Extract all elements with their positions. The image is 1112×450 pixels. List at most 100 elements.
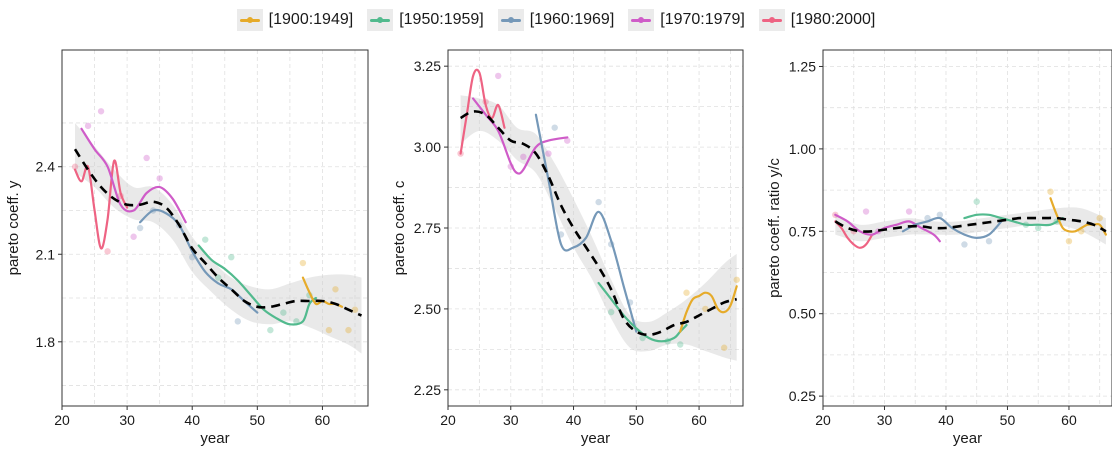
series-line xyxy=(901,216,1003,240)
y-tick-label: 2.50 xyxy=(414,301,441,317)
data-point xyxy=(495,72,502,80)
series-line xyxy=(679,285,738,333)
y-tick-label: 1.8 xyxy=(36,334,56,350)
data-point xyxy=(520,153,527,160)
y-tick-label: 0.25 xyxy=(789,388,816,404)
x-axis-label: year xyxy=(581,430,610,447)
data-point xyxy=(733,276,740,283)
data-point xyxy=(985,237,993,245)
series-line xyxy=(834,213,941,243)
data-point xyxy=(280,309,287,316)
data-point xyxy=(228,253,235,261)
x-tick-label: 60 xyxy=(691,412,707,428)
series-line xyxy=(834,220,874,249)
y-axis-label: pareto coeff. ratio y/c xyxy=(766,158,783,298)
x-tick-label: 30 xyxy=(877,412,893,428)
legend-key-icon xyxy=(758,9,785,31)
y-tick-label: 2.4 xyxy=(36,159,56,175)
chart-legend: [1900:1949] [1950:1959] [1960:1969] [1970:1… xyxy=(0,6,1112,34)
series-line xyxy=(197,244,317,326)
x-tick-label: 40 xyxy=(938,412,954,428)
chart-panel: 20 30 40 50 60 1.8 2.1 2.4 year pareto coeff. y xyxy=(5,49,369,447)
y-tick-label: 0.75 xyxy=(789,223,816,239)
series-line xyxy=(139,208,259,314)
legend-key-icon xyxy=(628,9,655,31)
series-line xyxy=(73,159,129,250)
x-tick-label: 20 xyxy=(815,412,831,428)
series-line xyxy=(963,213,1064,227)
data-point xyxy=(202,236,209,243)
y-tick-label: 3.25 xyxy=(414,58,441,74)
x-tick-label: 30 xyxy=(503,412,519,428)
data-point xyxy=(862,208,870,215)
data-point xyxy=(71,163,79,170)
data-point xyxy=(702,305,709,313)
legend-label: [1980:2000] xyxy=(790,11,876,28)
data-point xyxy=(1065,237,1073,245)
legend-label: [1900:1949] xyxy=(268,11,354,28)
series-line xyxy=(1049,197,1107,236)
data-point xyxy=(1096,214,1103,222)
series-line xyxy=(534,113,638,333)
plot-frame xyxy=(822,49,1112,407)
x-tick-label: 60 xyxy=(315,412,331,428)
y-tick-label: 2.75 xyxy=(414,220,441,236)
data-point xyxy=(545,150,552,157)
data-point xyxy=(215,274,222,281)
x-tick-label: 20 xyxy=(54,412,70,428)
legend-item: [1950:1959] xyxy=(367,9,484,31)
x-tick-label: 50 xyxy=(629,412,645,428)
y-tick-label: 3.00 xyxy=(414,139,441,155)
legend-label: [1950:1959] xyxy=(399,11,484,28)
data-point xyxy=(595,198,602,206)
data-point xyxy=(332,286,339,293)
data-point xyxy=(299,259,307,267)
series-line xyxy=(597,281,688,343)
legend-key-icon xyxy=(367,9,394,31)
series-line xyxy=(459,68,506,155)
data-point xyxy=(551,124,558,131)
y-tick-label: 2.1 xyxy=(36,246,56,262)
data-point xyxy=(143,154,150,162)
data-point xyxy=(130,233,137,240)
data-point xyxy=(1047,188,1054,195)
data-point xyxy=(325,326,333,334)
legend-item: [1960:1969] xyxy=(497,9,614,31)
data-point xyxy=(961,241,968,248)
plot-area xyxy=(457,68,740,361)
y-axis-label: pareto coeff. y xyxy=(5,180,22,275)
trend-line xyxy=(834,216,1107,233)
data-point xyxy=(905,208,913,215)
x-axis-label: year xyxy=(953,430,982,447)
data-point xyxy=(345,326,352,334)
y-tick-label: 0.50 xyxy=(789,306,816,322)
x-tick-label: 60 xyxy=(1061,412,1077,428)
x-tick-label: 40 xyxy=(566,412,582,428)
plot-area xyxy=(832,188,1107,249)
data-point xyxy=(936,211,944,219)
data-point xyxy=(683,289,690,296)
series-line xyxy=(80,127,187,224)
x-axis-label: year xyxy=(200,430,229,447)
data-point xyxy=(1035,224,1042,232)
grid-lines xyxy=(62,50,368,406)
x-tick-label: 40 xyxy=(184,412,200,428)
data-point xyxy=(156,175,163,182)
x-tick-label: 50 xyxy=(250,412,266,428)
legend-item: [1980:2000] xyxy=(758,9,876,31)
grid-lines xyxy=(448,50,743,406)
y-tick-label: 2.25 xyxy=(414,382,441,398)
data-point xyxy=(677,341,684,348)
confidence-band xyxy=(75,123,362,354)
data-point xyxy=(720,344,728,351)
data-point xyxy=(104,248,111,255)
x-tick-label: 30 xyxy=(119,412,135,428)
legend-item: [1970:1979] xyxy=(628,9,745,31)
data-point xyxy=(234,318,241,325)
chart-panel: 20 30 40 50 60 0.25 0.50 0.75 1.00 1.25 year pareto… xyxy=(766,49,1112,447)
data-point xyxy=(564,137,571,144)
y-tick-label: 1.25 xyxy=(789,58,816,74)
x-tick-label: 50 xyxy=(1000,412,1016,428)
data-point xyxy=(639,334,646,342)
